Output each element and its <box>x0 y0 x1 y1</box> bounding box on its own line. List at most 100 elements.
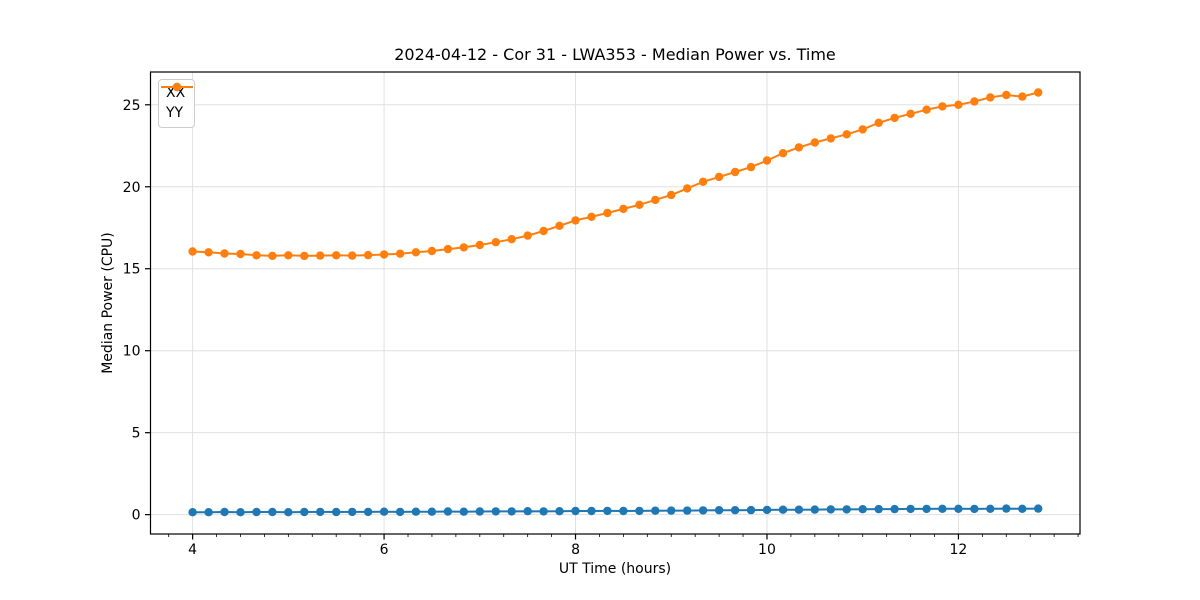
data-point-yy <box>236 249 245 259</box>
legend: XX YY <box>158 79 196 128</box>
data-point-yy <box>475 240 484 250</box>
data-point-xx <box>427 507 437 516</box>
data-point-xx <box>1002 504 1011 513</box>
x-tick-label: 8 <box>571 542 580 558</box>
x-tick-label: 4 <box>188 542 197 558</box>
data-point-xx <box>204 508 213 517</box>
data-point-yy <box>970 97 979 106</box>
data-point-yy <box>890 113 899 123</box>
legend-label-yy: YY <box>166 105 184 121</box>
data-point-yy <box>1034 88 1043 97</box>
data-point-yy <box>300 251 309 261</box>
data-point-xx <box>491 507 500 516</box>
legend-item-yy: YY <box>161 82 193 122</box>
data-point-xx <box>794 505 804 514</box>
data-point-yy <box>603 208 612 218</box>
data-point-yy <box>363 250 373 260</box>
data-point-yy <box>539 226 548 236</box>
data-point-xx <box>316 507 325 517</box>
data-point-xx <box>651 506 660 515</box>
data-point-yy <box>986 93 995 102</box>
data-point-yy <box>587 212 596 221</box>
data-point-xx <box>411 507 421 516</box>
data-point-yy <box>954 100 963 110</box>
data-point-yy <box>714 172 724 182</box>
data-point-yy <box>491 238 500 247</box>
data-point-yy <box>683 184 692 193</box>
data-point-xx <box>986 504 995 513</box>
data-point-yy <box>332 251 341 260</box>
data-point-xx <box>284 508 293 517</box>
data-point-xx <box>379 507 389 516</box>
data-point-xx <box>635 506 644 516</box>
data-point-yy <box>268 251 277 261</box>
data-point-yy <box>778 149 788 158</box>
data-point-yy <box>858 125 867 134</box>
data-point-xx <box>252 507 261 517</box>
data-point-yy <box>1002 90 1011 100</box>
data-point-xx <box>459 507 468 516</box>
data-point-yy <box>427 246 437 256</box>
y-tick-label: 25 <box>123 98 141 114</box>
data-point-xx <box>778 505 788 514</box>
data-point-xx <box>587 506 596 516</box>
data-point-xx <box>874 504 883 514</box>
y-tick-label: 15 <box>123 262 141 278</box>
data-point-yy <box>619 204 628 214</box>
data-point-xx <box>762 505 772 515</box>
data-point-xx <box>858 505 867 514</box>
data-point-yy <box>348 251 357 260</box>
data-point-xx <box>714 506 724 515</box>
data-point-xx <box>268 507 277 517</box>
data-point-yy <box>922 105 931 114</box>
data-point-yy <box>507 235 516 244</box>
data-point-yy <box>395 249 405 258</box>
data-point-xx <box>443 507 453 516</box>
data-point-yy <box>762 156 772 165</box>
data-point-xx <box>539 507 548 516</box>
data-point-xx <box>954 504 963 513</box>
data-point-yy <box>874 118 883 128</box>
data-point-xx <box>1034 504 1043 513</box>
data-point-yy <box>443 244 453 254</box>
y-tick-label: 20 <box>123 180 141 196</box>
data-point-xx <box>698 506 708 515</box>
data-point-yy <box>411 248 421 257</box>
data-point-yy <box>188 247 197 256</box>
data-point-xx <box>220 507 229 517</box>
data-point-xx <box>922 504 931 514</box>
data-point-yy <box>635 200 644 209</box>
data-point-xx <box>188 508 197 517</box>
data-point-xx <box>603 506 612 516</box>
data-point-xx <box>523 507 532 516</box>
data-point-yy <box>826 134 835 143</box>
data-point-yy <box>204 248 213 257</box>
data-point-xx <box>683 506 692 515</box>
data-point-xx <box>826 505 835 514</box>
data-point-xx <box>619 506 628 516</box>
axes-spines <box>149 71 1081 535</box>
data-point-xx <box>730 506 740 515</box>
chart-title: 2024-04-12 - Cor 31 - LWA353 - Median Po… <box>394 45 836 64</box>
data-point-xx <box>1018 504 1027 513</box>
data-point-yy <box>523 231 532 240</box>
data-point-yy <box>746 162 756 172</box>
data-point-yy <box>730 167 740 177</box>
data-point-xx <box>906 504 915 514</box>
data-point-xx <box>236 508 245 517</box>
data-point-yy <box>698 177 708 186</box>
data-point-xx <box>395 507 405 517</box>
data-point-yy <box>316 251 325 260</box>
data-point-xx <box>348 507 357 517</box>
data-point-xx <box>475 507 484 516</box>
legend-line-marker-icon <box>161 82 193 92</box>
data-point-xx <box>810 505 819 514</box>
data-point-yy <box>252 251 261 260</box>
x-tick-label: 6 <box>380 542 389 558</box>
data-point-xx <box>970 504 979 514</box>
data-point-yy <box>810 138 819 147</box>
data-point-xx <box>332 507 341 517</box>
data-point-yy <box>794 143 804 152</box>
